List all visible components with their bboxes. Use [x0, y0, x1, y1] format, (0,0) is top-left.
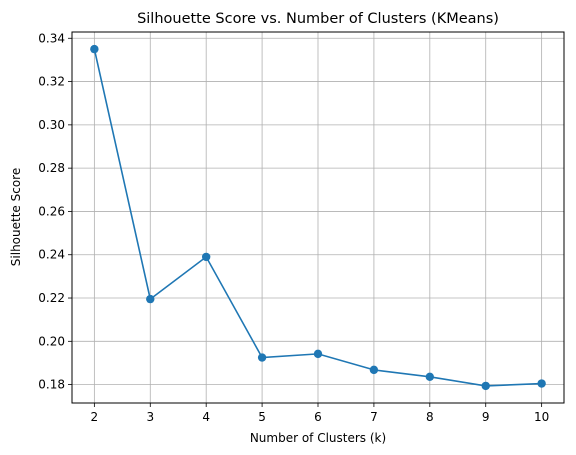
x-tick-label: 8: [426, 410, 434, 424]
y-tick-label: 0.30: [38, 118, 65, 132]
data-point: [537, 379, 546, 388]
x-tick-label: 4: [202, 410, 210, 424]
x-tick-label: 10: [534, 410, 549, 424]
y-tick-label: 0.22: [38, 291, 65, 305]
data-point: [369, 365, 379, 375]
grid: [72, 32, 564, 403]
data-point: [90, 44, 99, 54]
x-tick-label: 2: [91, 410, 99, 424]
series: [90, 44, 546, 391]
y-tick-label: 0.26: [38, 204, 65, 218]
y-tick-label: 0.28: [38, 161, 65, 175]
x-tick-label: 9: [482, 410, 490, 424]
data-point: [257, 353, 267, 362]
y-tick-label: 0.20: [38, 334, 65, 348]
x-tick-label: 6: [314, 410, 322, 424]
x-axis-label: Number of Clusters (k): [250, 431, 386, 445]
x-tick-label: 3: [146, 410, 154, 424]
data-point: [146, 294, 155, 304]
data-point: [313, 349, 323, 359]
data-point: [201, 252, 211, 262]
y-axis-label: Silhouette Score: [9, 168, 23, 266]
ticks: 2 3 4 5 6 7 8 9 10 0.18 0.20 0.22 0.24 0.26 0.28 0.30 0.…: [38, 31, 549, 424]
data-point: [425, 372, 435, 382]
x-tick-label: 5: [258, 410, 266, 424]
y-tick-label: 0.32: [38, 75, 65, 89]
y-tick-label: 0.34: [38, 31, 65, 45]
plot-frame: [71, 31, 565, 404]
y-tick-label: 0.18: [38, 378, 65, 392]
x-tick-label: 7: [370, 410, 378, 424]
data-point: [481, 381, 490, 391]
chart-title: Silhouette Score vs. Number of Clusters …: [137, 11, 499, 27]
y-tick-label: 0.24: [38, 248, 65, 262]
